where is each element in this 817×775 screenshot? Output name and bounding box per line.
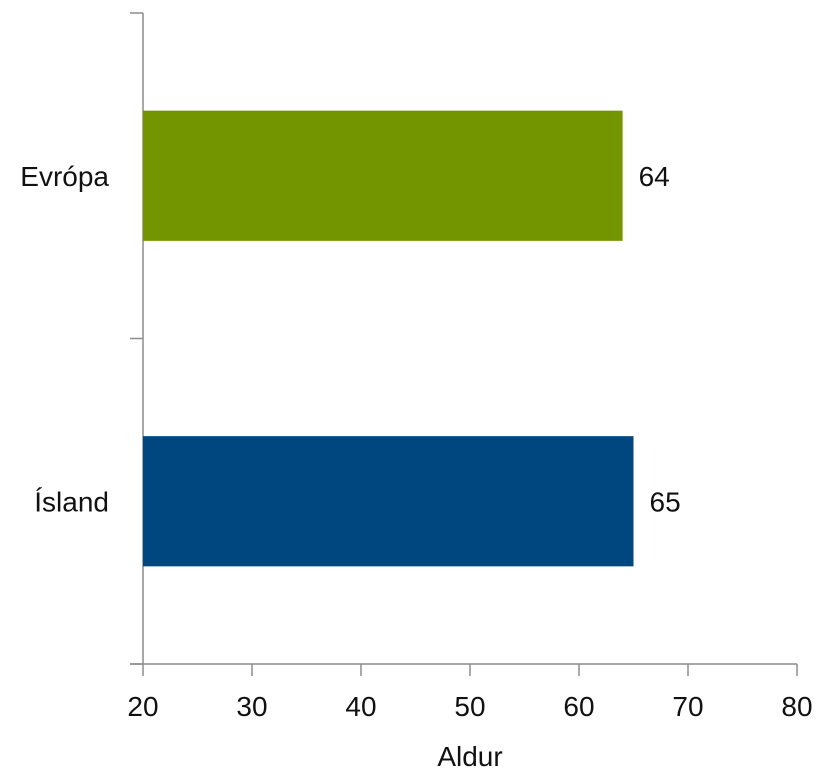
x-tick-label: 20 [127,691,158,722]
category-label: Ísland [34,486,109,517]
bar [143,436,634,567]
data-label: 65 [650,486,681,517]
data-label: 64 [639,161,670,192]
x-tick-label: 60 [563,691,594,722]
bar [143,110,623,241]
labels: Evrópa 64 Ísland 65 [20,161,680,518]
x-tick-label: 70 [672,691,703,722]
x-tick-label: 30 [236,691,267,722]
x-tick-label: 50 [454,691,485,722]
x-axis-title: Aldur [437,741,502,772]
x-tick-label: 80 [781,691,812,722]
y-axis-ticks [130,12,143,665]
category-label: Evrópa [20,161,109,192]
x-axis-ticks: 20 30 40 50 60 70 80 [127,664,813,722]
bars [143,110,634,567]
x-tick-label: 40 [345,691,376,722]
